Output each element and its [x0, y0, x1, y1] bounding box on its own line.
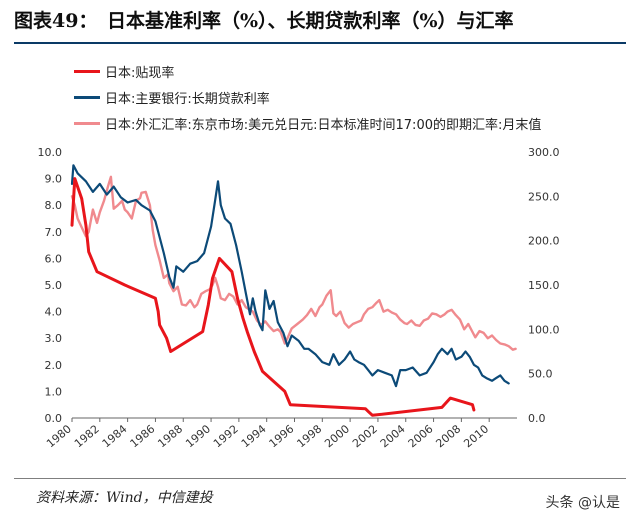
y-right-tick-label: 0.0: [528, 412, 546, 425]
y-right-tick-label: 100.0: [528, 323, 560, 336]
x-tick-label: 1990: [183, 422, 213, 450]
legend-swatch: [74, 121, 100, 125]
y-left-tick-label: 4.0: [45, 306, 63, 319]
legend-swatch: [74, 69, 100, 73]
legend-label: 日本:主要银行:长期贷款利率: [105, 91, 270, 107]
x-tick-label: 2008: [433, 422, 463, 450]
x-tick-label: 1982: [72, 422, 102, 450]
legend-item: 日本:贴现率: [74, 58, 541, 84]
x-tick-label: 2006: [406, 422, 436, 450]
x-tick-label: 1980: [44, 422, 74, 450]
series-line-2: [70, 175, 517, 351]
y-right-tick-label: 50.0: [528, 368, 553, 381]
y-left-tick-label: 10.0: [38, 146, 63, 159]
y-left-tick-label: 7.0: [45, 226, 63, 239]
y-left-tick-label: 1.0: [45, 385, 63, 398]
title-divider: [14, 42, 626, 44]
x-tick-label: 2010: [461, 422, 491, 450]
y-right-tick-label: 200.0: [528, 235, 560, 248]
y-right-tick-label: 300.0: [528, 146, 560, 159]
y-left-tick-label: 6.0: [45, 252, 63, 265]
source-note: 资料来源：Wind，中信建投: [36, 490, 213, 506]
x-tick-label: 1984: [100, 422, 130, 450]
y-left-tick-label: 2.0: [45, 359, 63, 372]
x-tick-label: 2000: [322, 422, 352, 450]
series-line-0: [70, 177, 476, 417]
legend-item: 日本:外汇汇率:东京市场:美元兑日元:日本标准时间17:00的即期汇率:月末值: [74, 110, 541, 136]
x-tick-label: 2004: [378, 422, 408, 450]
x-tick-label: 1996: [267, 422, 297, 450]
watermark: 头条 @认是: [545, 495, 620, 511]
y-left-tick-label: 8.0: [45, 199, 63, 212]
chart-legend: 日本:贴现率 日本:主要银行:长期贷款利率 日本:外汇汇率:东京市场:美元兑日元…: [74, 58, 541, 136]
x-tick-label: 2002: [350, 422, 380, 450]
x-tick-label: 1998: [294, 422, 324, 450]
y-left-tick-label: 5.0: [45, 279, 63, 292]
legend-label: 日本:贴现率: [105, 65, 175, 81]
y-left-tick-label: 9.0: [45, 173, 63, 186]
x-tick-label: 1988: [155, 422, 185, 450]
series-line-1: [70, 164, 510, 388]
y-right-tick-label: 150.0: [528, 279, 560, 292]
y-right-tick-label: 250.0: [528, 190, 560, 203]
legend-label: 日本:外汇汇率:东京市场:美元兑日元:日本标准时间17:00的即期汇率:月末值: [105, 117, 542, 133]
x-tick-label: 1986: [128, 422, 158, 450]
source-divider: [14, 478, 626, 479]
y-left-tick-label: 3.0: [45, 332, 63, 345]
legend-swatch: [74, 95, 100, 99]
x-tick-label: 1994: [239, 422, 269, 450]
y-left-tick-label: 0.0: [45, 412, 63, 425]
chart-title: 图表49： 日本基准利率（%）、长期贷款利率（%）与汇率: [14, 10, 514, 32]
legend-item: 日本:主要银行:长期贷款利率: [74, 84, 541, 110]
x-tick-label: 1992: [211, 422, 241, 450]
